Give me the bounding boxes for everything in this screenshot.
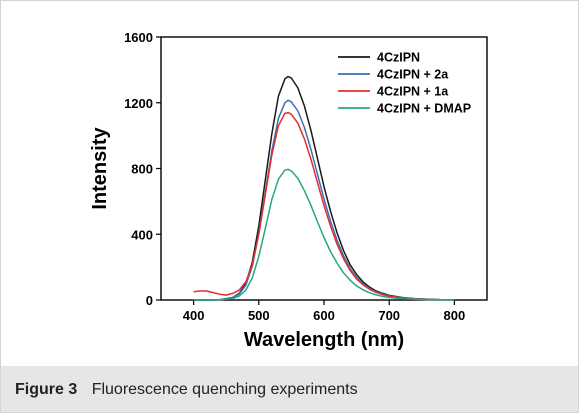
axes: 400 500 600 700 800 0 400 800 1200 1600	[124, 30, 488, 323]
x-tick-label: 800	[444, 308, 466, 323]
series-line-2	[193, 99, 455, 301]
y-tick-label: 800	[131, 162, 153, 177]
legend-label: 4CzIPN + DMAP	[377, 102, 471, 116]
y-tick-label: 400	[131, 227, 153, 242]
x-tick-label: 700	[378, 308, 400, 323]
series-lines	[193, 75, 455, 301]
y-axis-title: Intensity	[89, 127, 111, 210]
y-tick-label: 1200	[124, 96, 153, 111]
legend-label: 4CzIPN + 2a	[377, 68, 449, 82]
series-line-4	[193, 168, 455, 301]
series-line-3	[193, 111, 455, 301]
x-tick-label: 500	[248, 308, 270, 323]
y-tick-label: 1600	[124, 30, 153, 45]
legend: 4CzIPN 4CzIPN + 2a 4CzIPN + 1a 4CzIPN + DMA…	[338, 51, 471, 116]
x-axis-title: Wavelength (nm)	[244, 329, 404, 351]
figure-caption: Figure 3 Fluorescence quenching experime…	[1, 366, 578, 412]
caption-label: Figure 3	[15, 381, 78, 398]
x-tick-label: 400	[183, 308, 205, 323]
y-tick-label: 0	[146, 293, 153, 308]
legend-label: 4CzIPN + 1a	[377, 85, 449, 99]
legend-label: 4CzIPN	[377, 51, 420, 65]
caption-text: Fluorescence quenching experiments	[91, 381, 358, 398]
x-tick-label: 600	[313, 308, 335, 323]
